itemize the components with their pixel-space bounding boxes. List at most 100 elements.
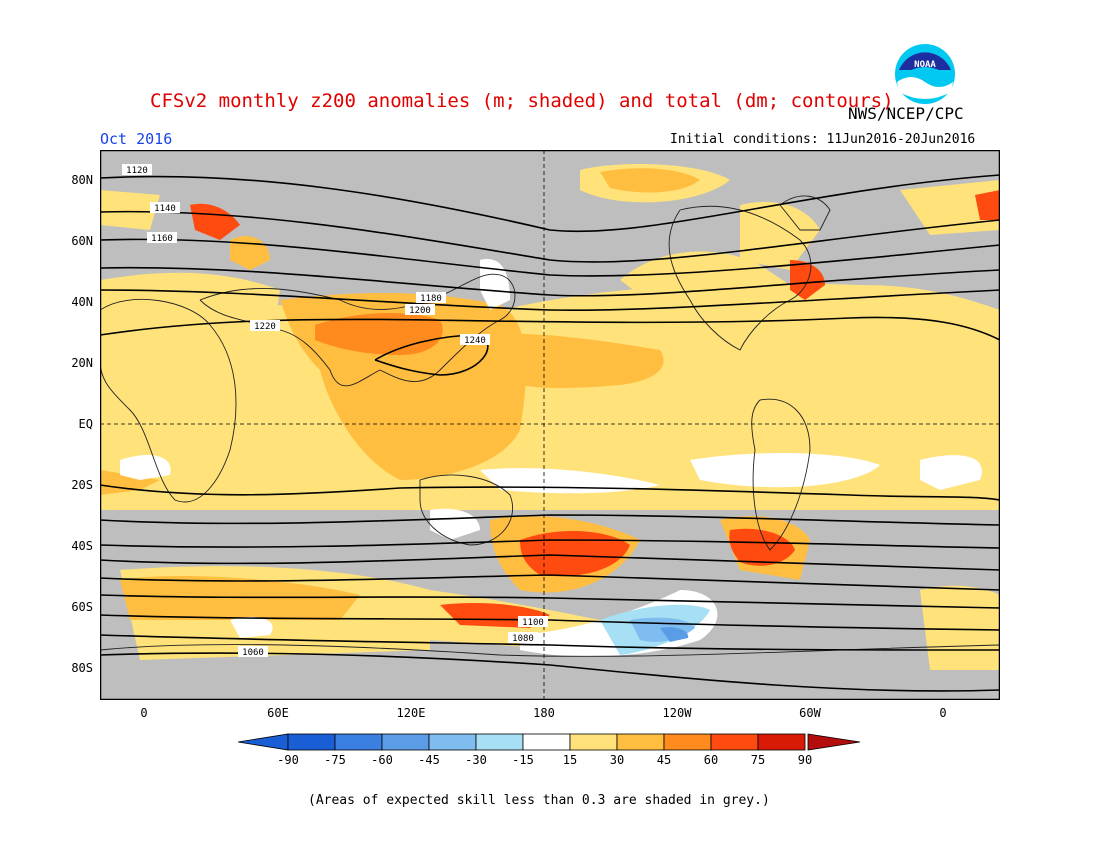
colorbar-cell — [334, 733, 383, 751]
colorbar-cell — [663, 733, 712, 751]
colorbar-end-high — [807, 733, 861, 751]
anomaly-neg-45-60 — [660, 627, 689, 642]
lat-label-60n: 60N — [71, 234, 93, 248]
contour-1200-south — [100, 514, 1000, 526]
anomaly-15-30-canada — [740, 201, 820, 270]
map-frame — [100, 150, 1000, 700]
contour-label-1140-a: 1140 — [150, 202, 180, 214]
anomaly-neutral-s-pacific-e — [690, 453, 880, 488]
colorbar-cell — [616, 733, 665, 751]
contour-1180-south — [100, 539, 1000, 549]
contour-1140-north — [100, 210, 1000, 263]
contour-label-1160: 1160 — [151, 234, 173, 244]
colorbar-label: 75 — [750, 753, 766, 767]
lat-label-80n: 80N — [71, 173, 93, 187]
coastlines — [100, 195, 1000, 657]
contour-label-1080: 1080 — [512, 634, 534, 644]
forecast-month: Oct 2016 — [100, 130, 173, 148]
lon-label-60w: 60W — [799, 706, 821, 720]
contour-label-1060: 1060 — [242, 648, 264, 658]
lat-label-80s: 80S — [71, 661, 93, 675]
contour-label-1200-a: 1200 — [405, 304, 435, 316]
anomaly-30-45-arctic — [600, 168, 700, 193]
lat-label-20s: 20S — [71, 478, 93, 492]
colorbar-label: -90 — [277, 753, 299, 767]
contour-1180-north — [100, 266, 1000, 297]
colorbar-cell — [381, 733, 430, 751]
lon-label-0-east: 0 — [939, 706, 947, 720]
anomaly-60-75-europe-e — [975, 190, 1000, 220]
contour-label-1220-a: 1220 — [250, 320, 280, 332]
colorbar-cell — [569, 733, 618, 751]
contour-label-1120-a: 1120 — [122, 164, 152, 176]
contour-label-1160-a: 1160 — [147, 232, 177, 244]
lon-label-120w: 120W — [662, 706, 692, 720]
contour-labels: 1120 1140 1160 1180 1200 1220 1240 1100 … — [122, 164, 548, 658]
contour-label-1140: 1140 — [154, 204, 176, 214]
anomaly-60-75-scandinavia — [190, 203, 240, 240]
colorbar-cell — [287, 733, 336, 751]
contour-1220-south — [100, 484, 1000, 501]
colorbar — [238, 733, 861, 751]
contour-1100-south — [100, 614, 1000, 631]
colorbar-cell — [475, 733, 524, 751]
chart-title: CFSv2 monthly z200 anomalies (m; shaded)… — [150, 90, 894, 112]
anomaly-15-30-nafrica — [100, 272, 280, 335]
anomaly-15-30-europe-w — [100, 190, 160, 230]
colorbar-label: -30 — [465, 753, 487, 767]
colorbar-label: -45 — [418, 753, 440, 767]
contour-label-1080-a: 1080 — [508, 632, 538, 644]
colorbar-end-low — [238, 733, 289, 751]
anomaly-neutral-australia — [430, 508, 480, 540]
anomaly-60-75-nz — [520, 530, 630, 577]
colorbar-cell — [710, 733, 759, 751]
anomaly-neutral-s-atlantic-e — [920, 455, 982, 490]
colorbar-label: 30 — [609, 753, 625, 767]
contour-1120-south — [100, 594, 1000, 609]
lat-label-60s: 60S — [71, 600, 93, 614]
anomaly-15-30-europe-e — [900, 180, 1000, 235]
lon-label-180: 180 — [533, 706, 555, 720]
contour-label-1220: 1220 — [254, 322, 276, 332]
contour-label-1100-a: 1100 — [518, 616, 548, 628]
contour-1220-north — [100, 316, 1000, 341]
logo-text: NOAA — [914, 60, 936, 70]
anomaly-15-30-s-atlantic — [920, 585, 1000, 670]
lat-label-20n: 20N — [71, 356, 93, 370]
lon-label-0-west: 0 — [140, 706, 148, 720]
lat-label-eq: EQ — [78, 417, 93, 431]
noaa-logo: NOAA — [895, 44, 955, 104]
contour-1160-north — [100, 238, 1000, 277]
colorbar-label: -60 — [371, 753, 393, 767]
colorbar-label: -15 — [512, 753, 534, 767]
contour-1140-south — [100, 574, 1000, 591]
colorbar-label: 15 — [562, 753, 578, 767]
anomaly-30-45-wpac — [480, 333, 664, 388]
contour-label-1120: 1120 — [126, 166, 148, 176]
anomaly-map: 1120 1140 1160 1180 1200 1220 1240 1100 … — [100, 150, 1000, 700]
anomaly-30-45-s-ocean — [120, 575, 360, 620]
anomaly-30-45-satl-w — [100, 470, 160, 495]
contour-1200-north — [100, 289, 1000, 312]
lat-label-40s: 40S — [71, 539, 93, 553]
colorbar-cell — [428, 733, 477, 751]
contour-label-1100: 1100 — [522, 618, 544, 628]
lon-label-60e: 60E — [267, 706, 289, 720]
anomaly-neutral-s-atlantic — [120, 455, 171, 480]
anomaly-60-75-chile — [729, 528, 795, 566]
colorbar-cell — [757, 733, 806, 751]
anomaly-neutral-japan — [480, 259, 510, 310]
initial-conditions: Initial conditions: 11Jun2016-20Jun2016 — [670, 132, 976, 147]
lon-label-120e: 120E — [396, 706, 426, 720]
agency-label: NWS/NCEP/CPC — [848, 104, 964, 123]
colorbar-label: 90 — [797, 753, 813, 767]
colorbar-cell — [522, 733, 571, 751]
contour-label-1240: 1240 — [464, 336, 486, 346]
contour-label-1180-a: 1180 — [416, 292, 446, 304]
colorbar-cells — [287, 733, 806, 751]
contour-1120-north — [100, 174, 1000, 233]
lat-label-40n: 40N — [71, 295, 93, 309]
anomaly-neutral-antarctic-w — [230, 616, 273, 638]
skill-footnote: (Areas of expected skill less than 0.3 a… — [308, 793, 770, 808]
contour-label-1060-a: 1060 — [238, 646, 268, 658]
